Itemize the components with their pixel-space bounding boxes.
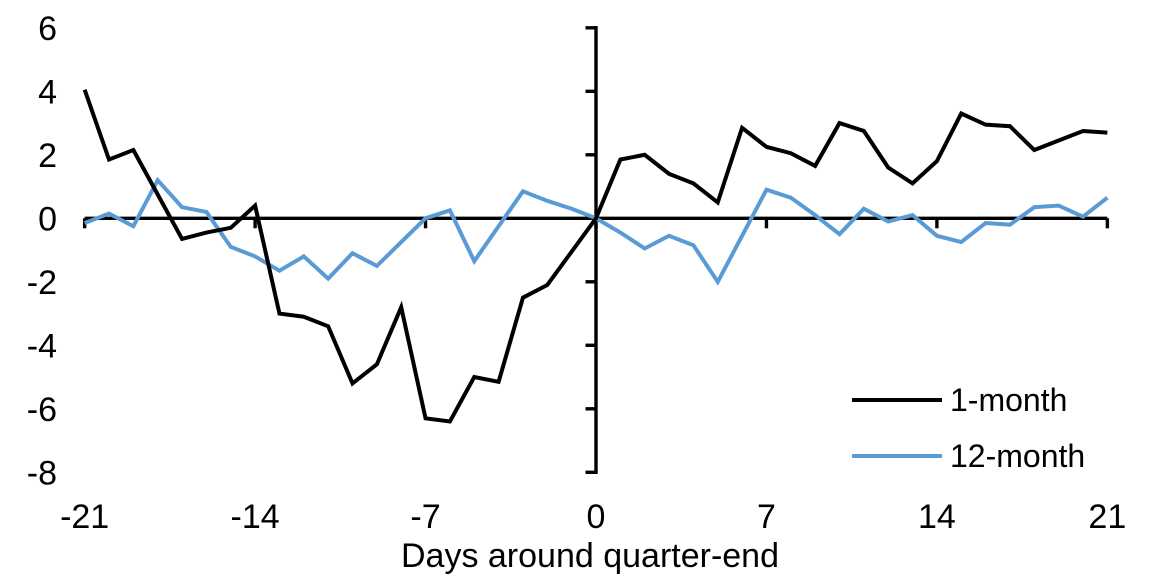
y-tick-label: 0 (38, 200, 57, 238)
x-tick-label: -21 (60, 498, 109, 536)
x-tick-label: -7 (410, 498, 440, 536)
y-tick-label: 4 (38, 73, 57, 111)
x-tick-label: 7 (757, 498, 776, 536)
legend-item-1-month: 1-month (852, 381, 1085, 419)
legend-line-sample-1-month (852, 398, 942, 402)
y-tick-label: 6 (38, 10, 57, 48)
legend-item-12-month: 12-month (852, 437, 1085, 475)
y-tick-label: -8 (27, 454, 57, 492)
legend-line-sample-12-month (852, 454, 942, 458)
x-tick-label: 0 (587, 498, 606, 536)
legend-label-1-month: 1-month (950, 381, 1068, 418)
legend-label-12-month: 12-month (950, 437, 1086, 474)
y-tick-label: -2 (27, 264, 57, 302)
series-line-1-month (82, 89, 1108, 424)
x-tick-label: 21 (1088, 498, 1126, 536)
x-tick-label: -14 (231, 498, 280, 536)
y-tick-label: -6 (27, 391, 57, 429)
x-tick-label: 14 (918, 498, 956, 536)
y-tick-label: -4 (27, 327, 57, 365)
y-tick-label: 2 (38, 137, 57, 175)
legend: 1-month 12-month (852, 381, 1085, 475)
x-axis-title: Days around quarter-end (400, 537, 780, 575)
